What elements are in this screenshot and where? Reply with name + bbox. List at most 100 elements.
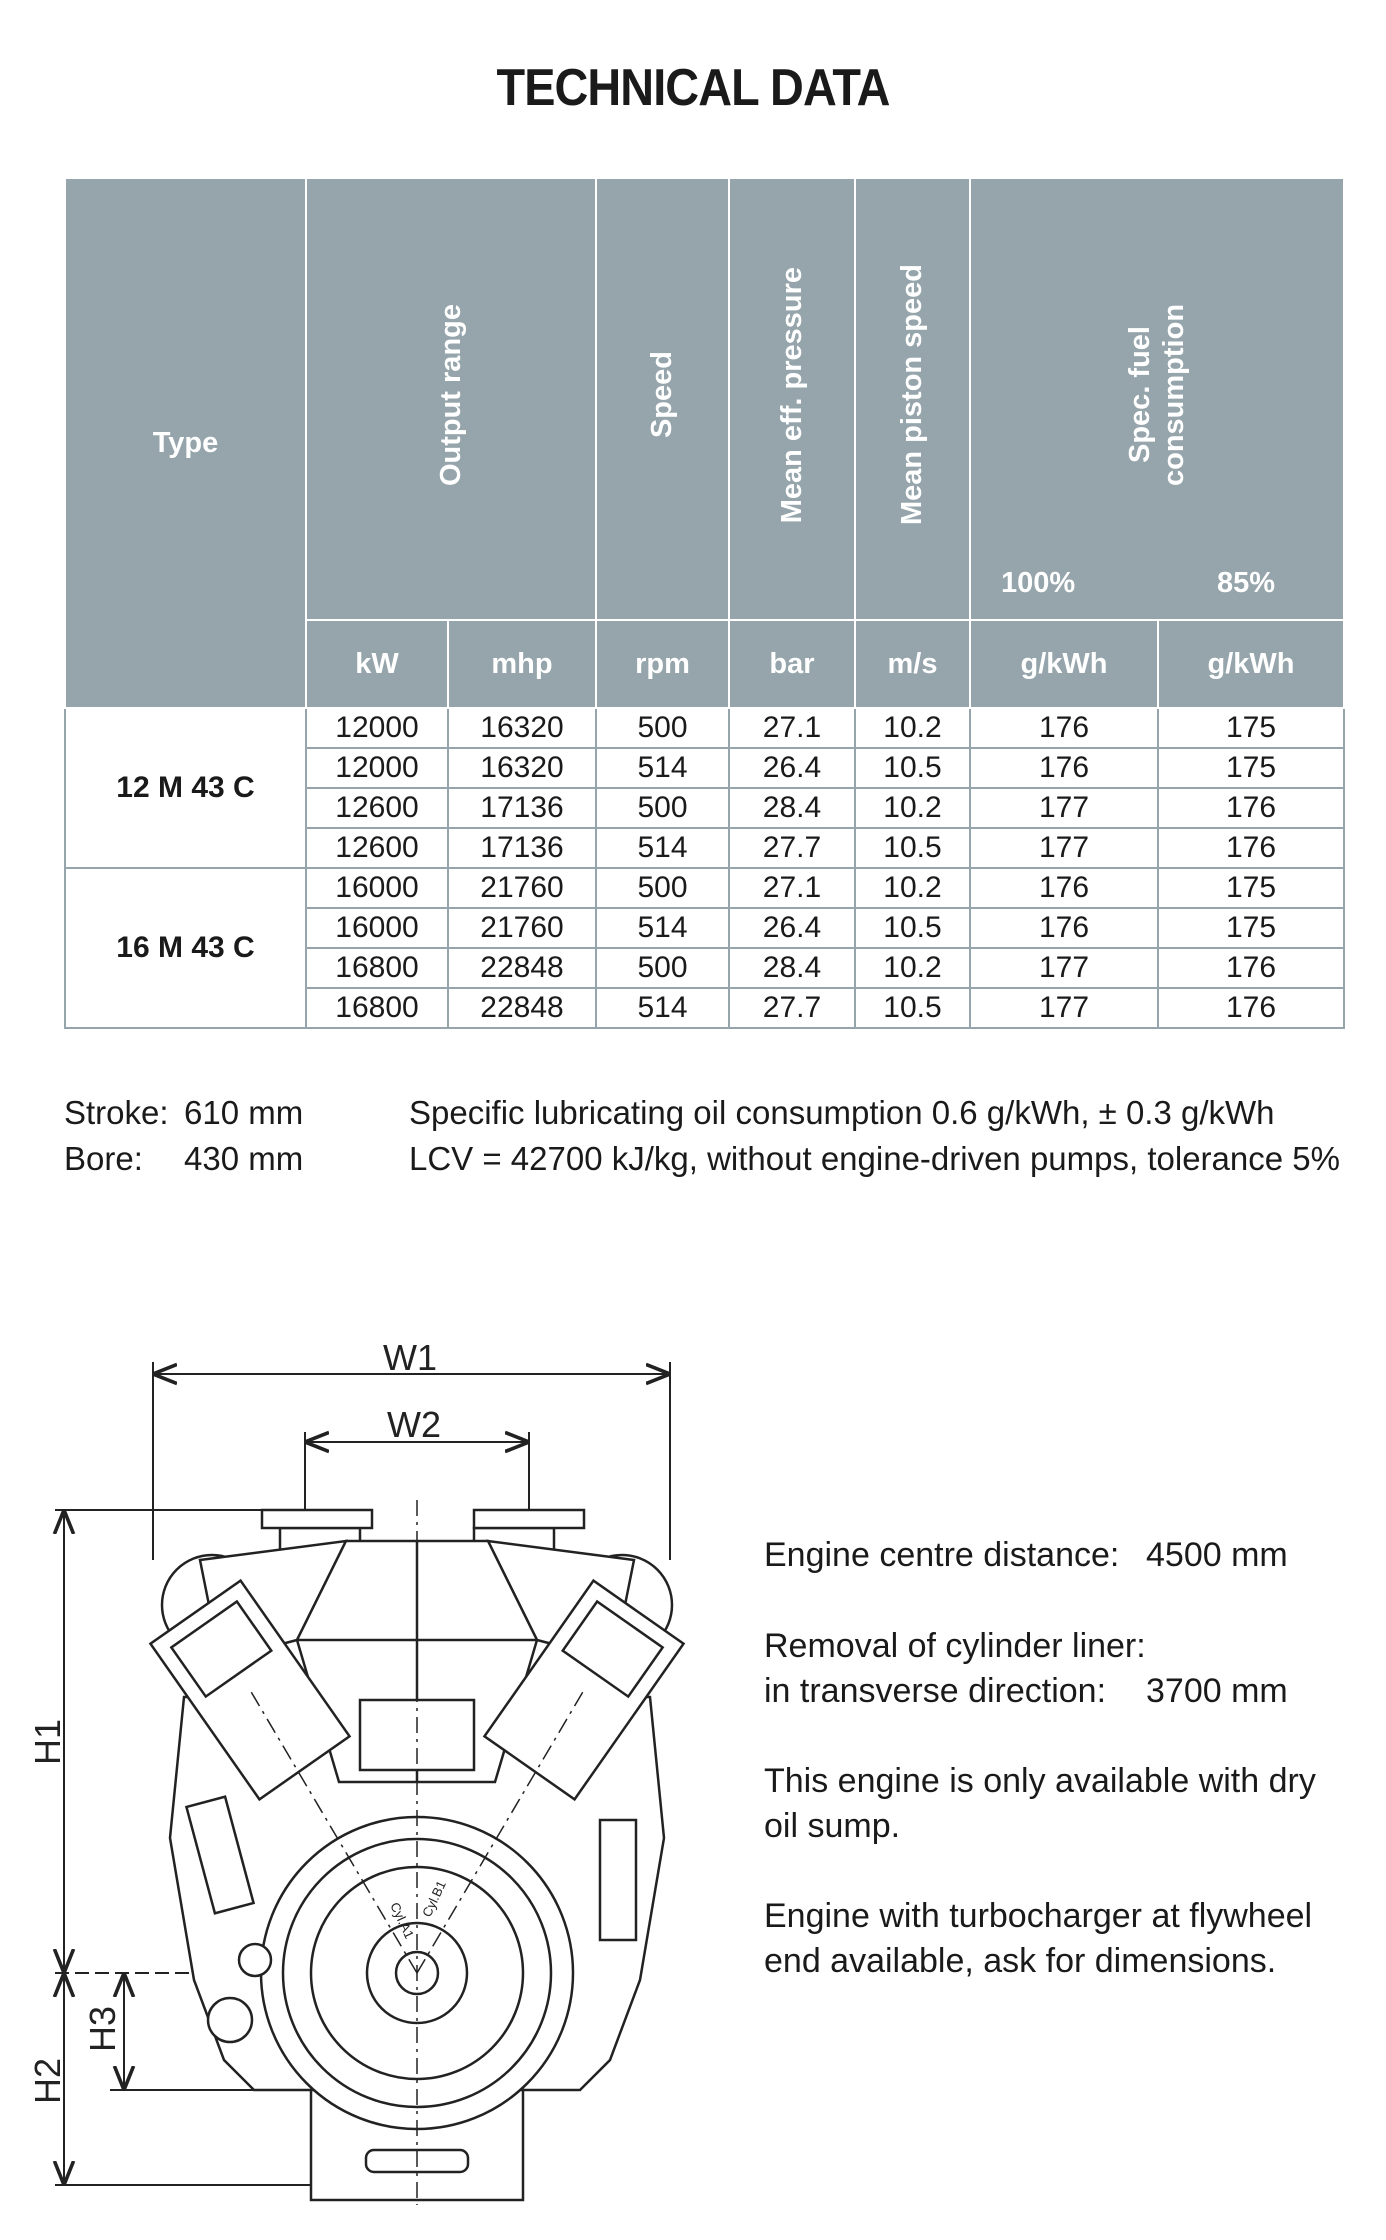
header-cell: Spec. fuel consumption 100% 85% (969, 177, 1345, 621)
header-cell: Mean eff. pressure (728, 177, 856, 621)
data-cell: 28.4 (728, 787, 856, 829)
liner-value: 3700 mm (1146, 1672, 1288, 1710)
data-cell: 176 (1157, 827, 1345, 869)
units-row: kW mhp rpm bar m/s g/kWh g/kWh (65, 619, 1345, 709)
header-cell: Speed (595, 177, 730, 621)
data-cell: 175 (1157, 707, 1345, 749)
technical-table: Type Output range Speed Mean eff. pressu… (64, 177, 1345, 1029)
data-cell: 16000 (305, 907, 449, 949)
page-title: TECHNICAL DATA (496, 59, 891, 117)
centre-value: 4500 mm (1146, 1536, 1288, 1574)
header-mean-eff-pressure: Mean eff. pressure (775, 266, 808, 524)
data-row: 12600 17136 514 27.7 10.5 177 176 (65, 827, 1345, 869)
data-cell: 26.4 (728, 907, 856, 949)
data-cell: 514 (595, 827, 730, 869)
liner-label: Removal of cylinder liner: (764, 1627, 1146, 1665)
data-cell: 514 (595, 987, 730, 1029)
unit-header: g/kWh (1157, 619, 1345, 709)
data-cell: 21760 (447, 867, 597, 909)
data-cell: 10.2 (854, 787, 971, 829)
header-type: Type (64, 177, 307, 709)
data-cell: 176 (969, 707, 1159, 749)
liner-direction-label: in transverse direction: (764, 1672, 1107, 1710)
data-cell: 16800 (305, 987, 449, 1029)
data-cell: 176 (1157, 787, 1345, 829)
data-cell: 176 (969, 747, 1159, 789)
data-cell: 514 (595, 907, 730, 949)
data-cell: 12600 (305, 787, 449, 829)
data-cell: 10.5 (854, 987, 971, 1029)
header-cell: Output range (305, 177, 597, 621)
bore-label: Bore: (64, 1140, 143, 1177)
data-cell: 176 (1157, 987, 1345, 1029)
data-cell: 28.4 (728, 947, 856, 989)
data-cell: 175 (1157, 907, 1345, 949)
w2-label: W2 (387, 1404, 441, 1445)
turbo-note: Engine with turbocharger at flywheel end… (764, 1897, 1313, 1980)
header-cell: Mean piston speed (854, 177, 971, 621)
data-cell: 16320 (447, 747, 597, 789)
unit-header: rpm (595, 619, 730, 709)
data-cell: 177 (969, 787, 1159, 829)
centre-distance: Engine centre distance: 4500 mm (764, 1533, 1334, 1578)
data-cell: 500 (595, 707, 730, 749)
data-cell: 16000 (305, 867, 449, 909)
data-cell: 12000 (305, 707, 449, 749)
data-cell: 12000 (305, 747, 449, 789)
engine-type: 16 M 43 C (64, 867, 307, 1029)
data-cell: 26.4 (728, 747, 856, 789)
data-cell: 177 (969, 947, 1159, 989)
data-cell: 27.7 (728, 987, 856, 1029)
data-cell: 500 (595, 947, 730, 989)
data-row: 16800 22848 514 27.7 10.5 177 176 (65, 987, 1345, 1029)
data-cell: 10.5 (854, 747, 971, 789)
lube-note: Specific lubricating oil consumption 0.6… (409, 1094, 1275, 1131)
data-cell: 500 (595, 867, 730, 909)
unit-header: g/kWh (969, 619, 1159, 709)
header-load-85: 85% (1217, 567, 1276, 599)
data-cell: 21760 (447, 907, 597, 949)
data-cell: 12600 (305, 827, 449, 869)
header-mean-piston-speed: Mean piston speed (896, 264, 928, 526)
stroke-value: 610 mm (184, 1094, 304, 1131)
data-cell: 175 (1157, 747, 1345, 789)
unit-header: kW (305, 619, 449, 709)
data-cell: 177 (969, 827, 1159, 869)
data-cell: 22848 (447, 987, 597, 1029)
data-cell: 16320 (447, 707, 597, 749)
data-cell: 22848 (447, 947, 597, 989)
centre-label: Engine centre distance: (764, 1536, 1120, 1574)
data-cell: 176 (969, 907, 1159, 949)
engine-outline (148, 1508, 686, 2202)
lcv-note: LCV = 42700 kJ/kg, without engine-driven… (409, 1140, 1340, 1177)
bore-value: 430 mm (184, 1140, 304, 1177)
data-row: 12600 17136 500 28.4 10.2 177 176 (65, 787, 1345, 829)
liner-direction: in transverse direction: 3700 mm (764, 1669, 1334, 1714)
data-cell: 175 (1157, 867, 1345, 909)
dimension-labels: W1 W2 H1 H2 H3 (27, 1337, 441, 2104)
h1-label: H1 (27, 1719, 68, 1765)
data-cell: 27.7 (728, 827, 856, 869)
header-spec-fuel: Spec. fuel consumption (1124, 303, 1190, 487)
stroke-label: Stroke: (64, 1094, 169, 1131)
table-body: 12 M 43 C 12000 16320 500 27.1 10.2 176 175 1200… (64, 707, 1345, 1029)
w1-label: W1 (383, 1337, 437, 1378)
data-row: 12000 16320 514 26.4 10.5 176 175 (65, 747, 1345, 789)
data-cell: 500 (595, 787, 730, 829)
data-cell: 176 (1157, 947, 1345, 989)
h3-label: H3 (82, 2006, 123, 2052)
engine-drawing: W1 W2 H1 H2 H3 Cyl.A1 Cyl.B1 (27, 1337, 686, 2205)
data-cell: 16800 (305, 947, 449, 989)
data-row: 16800 22848 500 28.4 10.2 177 176 (65, 947, 1345, 989)
data-row: 16 M 43 C 16000 21760 500 27.1 10.2 176 175 (64, 867, 1345, 1029)
data-cell: 10.5 (854, 827, 971, 869)
data-row: 12 M 43 C 12000 16320 500 27.1 10.2 176 175 (64, 707, 1345, 869)
data-cell: 17136 (447, 787, 597, 829)
header-speed: Speed (646, 351, 678, 439)
h2-label: H2 (27, 2058, 68, 2104)
data-cell: 176 (969, 867, 1159, 909)
header-load-100: 100% (1001, 567, 1076, 599)
data-cell: 177 (969, 987, 1159, 1029)
engine-type: 12 M 43 C (64, 707, 307, 869)
